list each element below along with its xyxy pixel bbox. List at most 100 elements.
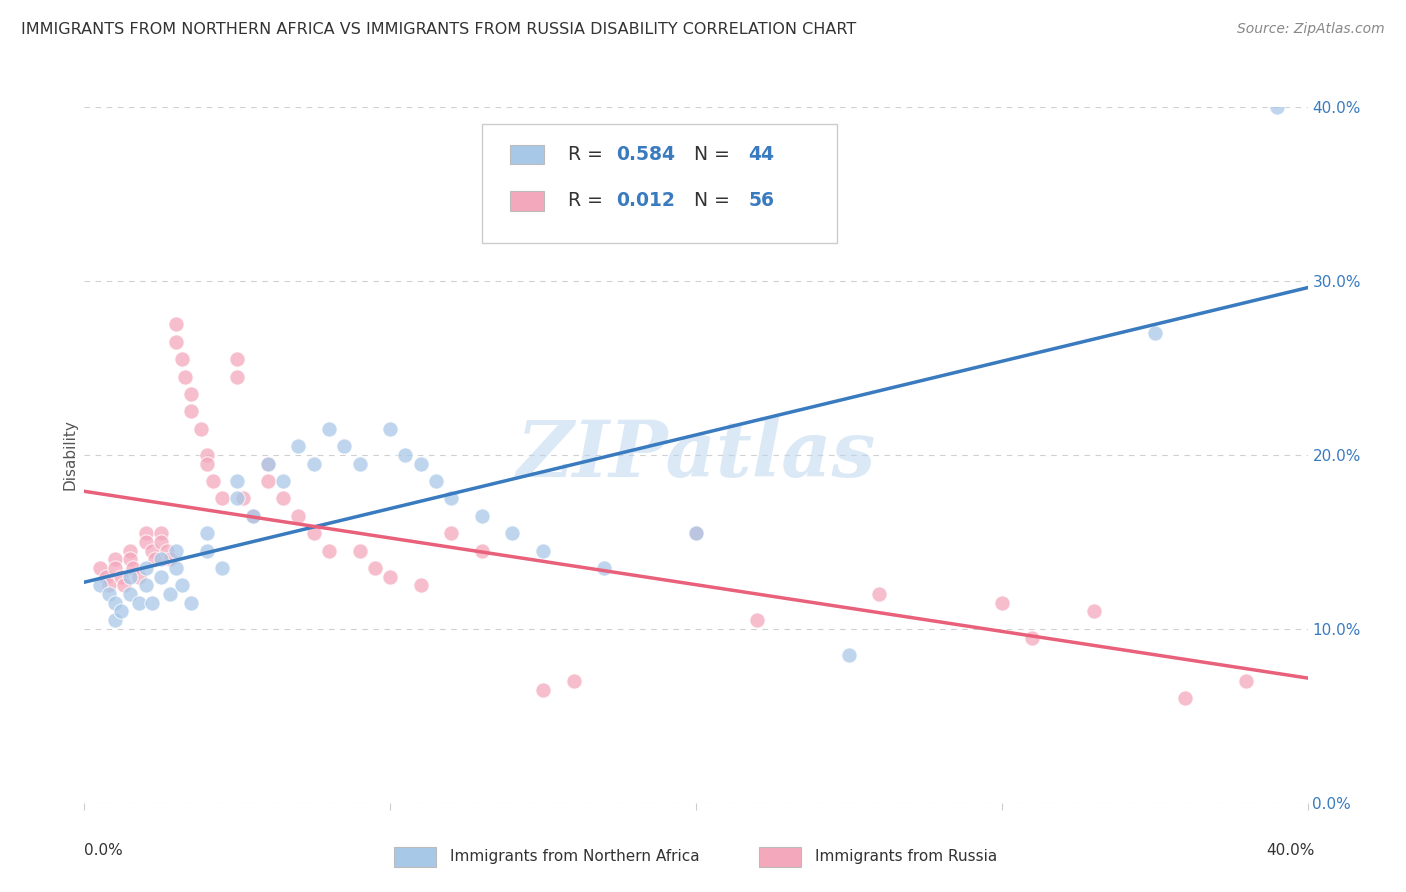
Point — [226, 474, 249, 488]
Point — [94, 570, 117, 584]
Point — [135, 534, 157, 549]
Point — [122, 561, 145, 575]
Point — [89, 578, 111, 592]
Point — [190, 422, 212, 436]
Point — [409, 457, 432, 471]
Point — [120, 552, 142, 566]
Point — [128, 570, 150, 584]
Point — [471, 508, 494, 523]
Point — [104, 561, 127, 575]
FancyBboxPatch shape — [510, 145, 544, 164]
Point — [380, 422, 402, 436]
Point — [440, 491, 463, 506]
Point — [1174, 691, 1197, 706]
Point — [120, 587, 142, 601]
Point — [364, 561, 387, 575]
Point — [1265, 100, 1288, 114]
Point — [502, 526, 524, 541]
Text: N =: N = — [693, 192, 735, 211]
Text: Immigrants from Northern Africa: Immigrants from Northern Africa — [450, 849, 700, 863]
Point — [349, 543, 371, 558]
Point — [409, 578, 432, 592]
Point — [471, 543, 494, 558]
Text: IMMIGRANTS FROM NORTHERN AFRICA VS IMMIGRANTS FROM RUSSIA DISABILITY CORRELATION: IMMIGRANTS FROM NORTHERN AFRICA VS IMMIG… — [21, 22, 856, 37]
FancyBboxPatch shape — [482, 124, 837, 243]
Point — [156, 543, 179, 558]
Text: R =: R = — [568, 145, 609, 164]
Point — [104, 613, 127, 627]
Point — [232, 491, 254, 506]
Point — [531, 543, 554, 558]
Text: 44: 44 — [748, 145, 775, 164]
Point — [165, 561, 187, 575]
Point — [425, 474, 447, 488]
Point — [593, 561, 616, 575]
Point — [135, 526, 157, 541]
Point — [120, 570, 142, 584]
Point — [1143, 326, 1166, 340]
Point — [104, 552, 127, 566]
Point — [991, 596, 1014, 610]
Point — [104, 596, 127, 610]
Point — [201, 474, 224, 488]
Point — [195, 457, 218, 471]
Point — [112, 578, 135, 592]
Point — [318, 543, 340, 558]
Point — [141, 543, 163, 558]
Point — [257, 474, 280, 488]
Text: R =: R = — [568, 192, 609, 211]
Point — [562, 674, 585, 689]
Point — [211, 561, 233, 575]
Point — [1236, 674, 1258, 689]
Point — [242, 508, 264, 523]
FancyBboxPatch shape — [510, 191, 544, 211]
Point — [174, 369, 197, 384]
Point — [271, 474, 294, 488]
Text: 56: 56 — [748, 192, 775, 211]
Point — [143, 552, 166, 566]
Point — [226, 491, 249, 506]
Point — [287, 439, 309, 453]
Point — [226, 352, 249, 367]
Point — [685, 526, 707, 541]
Point — [172, 578, 194, 592]
Y-axis label: Disability: Disability — [62, 419, 77, 491]
Point — [141, 596, 163, 610]
Point — [257, 457, 280, 471]
Point — [149, 534, 172, 549]
Text: 0.0%: 0.0% — [84, 843, 124, 858]
Point — [149, 526, 172, 541]
Point — [685, 526, 707, 541]
Point — [302, 457, 325, 471]
Point — [211, 491, 233, 506]
Point — [180, 404, 202, 418]
Text: N =: N = — [693, 145, 735, 164]
Point — [318, 422, 340, 436]
Point — [302, 526, 325, 541]
Point — [349, 457, 371, 471]
Point — [110, 570, 132, 584]
Point — [394, 448, 416, 462]
Point — [128, 596, 150, 610]
Point — [149, 570, 172, 584]
Point — [172, 352, 194, 367]
Point — [242, 508, 264, 523]
Point — [380, 570, 402, 584]
Point — [159, 587, 181, 601]
Point — [180, 387, 202, 401]
Point — [135, 578, 157, 592]
Text: 0.012: 0.012 — [616, 192, 675, 211]
Text: 40.0%: 40.0% — [1267, 843, 1315, 858]
Point — [257, 457, 280, 471]
Point — [440, 526, 463, 541]
Point — [195, 448, 218, 462]
Point — [869, 587, 891, 601]
Point — [97, 587, 120, 601]
Point — [747, 613, 769, 627]
Point — [120, 543, 142, 558]
Point — [838, 648, 860, 662]
Point — [180, 596, 202, 610]
Point — [165, 318, 187, 332]
Point — [110, 605, 132, 619]
Point — [165, 334, 187, 349]
